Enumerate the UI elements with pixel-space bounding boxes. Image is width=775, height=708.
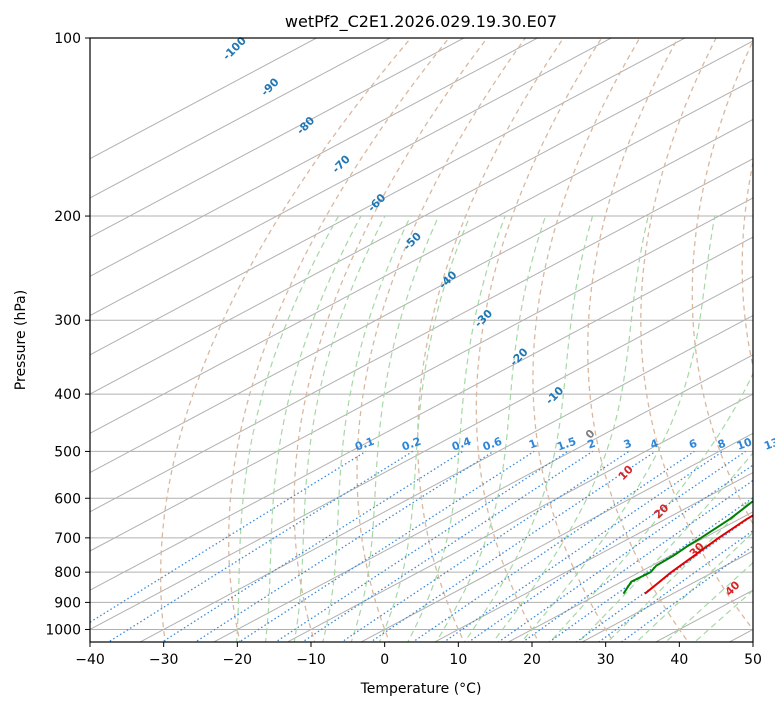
mixing-ratio-line <box>548 496 753 642</box>
y-tick-label: 1000 <box>45 622 81 638</box>
y-tick-label: 600 <box>54 491 81 507</box>
mixing-ratio-label: 13 <box>762 435 775 452</box>
mixing-ratio-line <box>442 450 724 642</box>
mixing-ratio-line <box>161 450 464 642</box>
isotherm-line <box>90 38 539 277</box>
dry-adiabat-line <box>691 39 753 526</box>
mixing-ratio-line <box>497 464 753 642</box>
moist-adiabat-line <box>293 215 386 642</box>
isotherm-line <box>212 354 753 642</box>
moist-adiabat-line <box>606 496 753 642</box>
isotherm-line <box>90 118 753 474</box>
x-axis-label: Temperature (°C) <box>360 681 482 697</box>
mixing-ratio-label: 2 <box>586 437 598 452</box>
mixing-ratio-label: 6 <box>687 437 699 452</box>
isotherm-line <box>90 40 753 395</box>
moist-adiabat-line <box>435 215 547 642</box>
isotherm-line <box>433 471 753 642</box>
dry-adiabat-line <box>532 38 641 642</box>
mixing-ratio-label: 3 <box>622 437 634 452</box>
moist-adiabat-line <box>635 531 753 642</box>
mixing-ratio-line <box>194 450 494 642</box>
y-tick-label: 100 <box>54 31 81 47</box>
dry-adiabat-line <box>228 38 450 642</box>
mixing-ratio-line <box>340 450 630 642</box>
dry-adiabat-line <box>293 38 488 642</box>
y-tick-label: 200 <box>54 209 81 225</box>
mixing-ratio-label: 8 <box>716 437 728 452</box>
mixing-ratio-line <box>107 450 414 642</box>
dry-adiabat-line <box>587 38 689 642</box>
mixing-ratio-label: 0.4 <box>450 435 473 454</box>
dry-adiabat-line <box>356 38 526 642</box>
x-tick-label: −20 <box>223 652 253 668</box>
x-tick-label: 30 <box>597 652 615 668</box>
y-tick-label: 500 <box>54 444 81 460</box>
moist-adiabat-line <box>407 215 506 642</box>
isotherm-line <box>90 79 753 434</box>
isotherm-line <box>90 38 392 199</box>
dry-adiabat-line <box>159 38 412 642</box>
y-tick-label: 400 <box>54 387 81 403</box>
moist-adiabat-line <box>520 215 716 642</box>
series-layer <box>622 499 753 595</box>
chart-title: wetPf2_C2E1.2026.029.19.30.E07 <box>285 12 557 32</box>
x-tick-label: 50 <box>744 652 762 668</box>
temperature-profile-line <box>644 514 753 595</box>
x-axis: −40 −30 −20 −10 0 10 20 30 40 50 <box>75 642 762 668</box>
y-tick-label: 800 <box>54 565 81 581</box>
dry-adiabat-line <box>417 38 564 642</box>
isotherm-line <box>286 393 753 642</box>
mixing-ratio-label: 0.1 <box>353 435 376 454</box>
mixing-ratio-label: 0.2 <box>400 435 423 454</box>
moist-adiabat-line <box>664 561 753 642</box>
mixing-ratio-label: 4 <box>648 437 660 452</box>
dewpoint-profile-line <box>622 499 753 595</box>
isotherm-line <box>90 38 686 356</box>
moist-adiabat-line <box>378 215 471 642</box>
mixing-ratio-label: 0.6 <box>481 435 504 454</box>
mixing-ratio-label: 1.5 <box>555 435 578 454</box>
mixing-ratio-line <box>301 450 593 642</box>
moist-adiabat-line <box>549 372 753 642</box>
x-tick-label: −10 <box>296 652 326 668</box>
isotherm-line <box>90 236 753 591</box>
isotherm-line <box>90 275 753 631</box>
y-tick-label: 900 <box>54 595 81 611</box>
mixing-ratio-line <box>411 450 695 642</box>
moist-adiabat-line <box>492 215 649 642</box>
isotherm-line <box>90 38 613 317</box>
dry-adiabat-line <box>475 38 603 642</box>
moist-adiabat-line <box>236 215 340 642</box>
x-tick-label: −40 <box>75 652 105 668</box>
isotherm-line <box>139 315 753 642</box>
y-tick-label: 700 <box>54 531 81 547</box>
isotherm-line <box>90 38 318 160</box>
dry-adiabat-line <box>741 159 753 370</box>
plot-frame <box>89 37 754 643</box>
x-tick-label: 20 <box>523 652 541 668</box>
mixing-ratio-line <box>238 450 535 642</box>
moist-adiabat-line <box>577 451 753 642</box>
isotherm-line <box>90 158 753 513</box>
isotherm-line <box>360 432 753 642</box>
mixing-ratio-label: 10 <box>735 435 754 453</box>
isotherm-line <box>90 38 465 238</box>
isotherm-line <box>90 197 753 552</box>
mixing-ratio-line <box>274 450 569 642</box>
x-tick-label: 40 <box>670 652 688 668</box>
mixing-ratio-label: 1 <box>527 437 539 452</box>
plot-background <box>90 38 753 642</box>
mixing-ratio-labels: 0.10.20.40.611.52346810131620253036 <box>353 435 775 454</box>
y-tick-label: 300 <box>54 313 81 329</box>
moist-adiabat-line <box>264 215 362 642</box>
y-axis-label: Pressure (hPa) <box>13 290 29 390</box>
mixing-ratio-line <box>620 545 753 642</box>
moist-adiabat-line <box>463 215 594 642</box>
x-tick-label: 10 <box>449 652 467 668</box>
x-tick-label: −30 <box>149 652 179 668</box>
y-axis: 100 200 300 400 500 600 700 800 900 1000 <box>45 31 90 638</box>
x-tick-label: 0 <box>380 652 389 668</box>
